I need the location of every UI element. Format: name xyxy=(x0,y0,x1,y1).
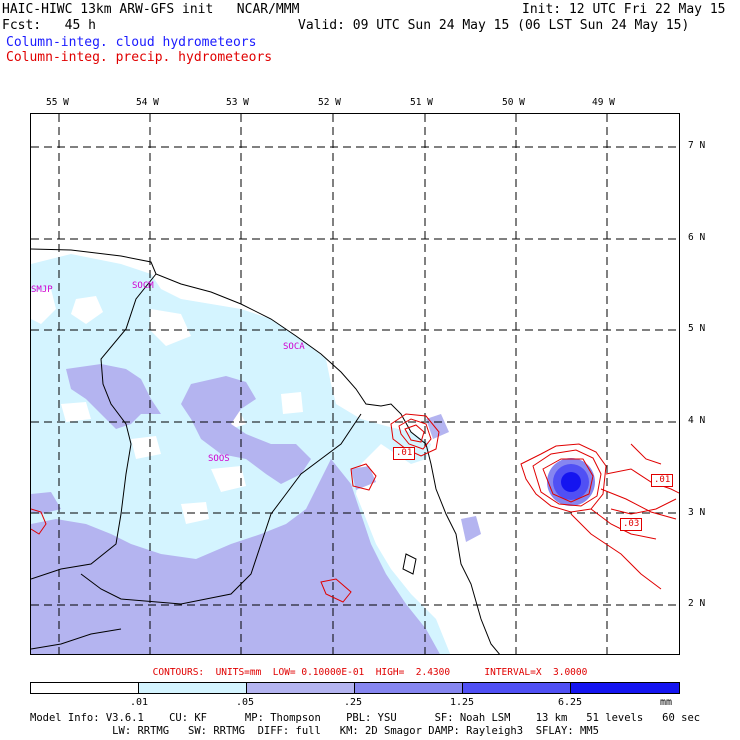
legend-precip-hydrometeors: Column-integ. precip. hydrometeors xyxy=(6,50,273,65)
border-suriname-fguiana xyxy=(31,273,157,580)
lon-label-55w: 55 W xyxy=(46,97,69,108)
lon-label-51w: 51 W xyxy=(410,97,433,108)
contour-label-1: .01 xyxy=(393,447,416,460)
scale-label-units: mm xyxy=(660,697,673,708)
init-time: Init: 12 UTC Fri 22 May 15 xyxy=(522,2,726,17)
map-panel: SMJP SOCM SOCA SOOS .01 .01 .03 xyxy=(30,113,680,655)
forecast-hour: Fcst: 45 h xyxy=(2,18,96,33)
lat-label-7n: 7 N xyxy=(688,140,706,151)
lon-label-49w: 49 W xyxy=(592,97,615,108)
contour-label-2: .01 xyxy=(651,474,674,487)
precip-core-inner xyxy=(561,472,581,492)
lat-label-6n: 6 N xyxy=(688,232,706,243)
border-fguiana-brazil xyxy=(80,413,362,605)
contour-info: CONTOURS: UNITS=mm LOW= 0.10000E-01 HIGH… xyxy=(152,667,588,678)
scale-label-4: 6.25 xyxy=(558,697,583,708)
lat-label-5n: 5 N xyxy=(688,323,706,334)
lat-label-3n: 3 N xyxy=(688,507,706,518)
scale-seg-1 xyxy=(139,683,247,693)
model-title: HAIC-HIWC 13km ARW-GFS init NCAR/MMM xyxy=(2,2,300,17)
lon-label-50w: 50 W xyxy=(502,97,525,108)
color-scale-bar xyxy=(30,682,680,694)
scale-label-2: .25 xyxy=(344,697,363,708)
station-soos: SOOS xyxy=(208,454,230,464)
coastline-borders xyxy=(31,248,500,654)
scale-seg-0 xyxy=(31,683,139,693)
scale-seg-4 xyxy=(463,683,571,693)
lat-label-2n: 2 N xyxy=(688,598,706,609)
valid-time: Valid: 09 UTC Sun 24 May 15 (06 LST Sun … xyxy=(298,18,690,33)
coastline xyxy=(31,248,500,654)
scale-label-0: .01 xyxy=(130,697,149,708)
cloud-field-medium xyxy=(66,364,161,429)
scale-seg-3 xyxy=(355,683,463,693)
scale-label-1: .05 xyxy=(236,697,255,708)
scale-label-3: 1.25 xyxy=(450,697,475,708)
lat-label-4n: 4 N xyxy=(688,415,706,426)
lon-label-52w: 52 W xyxy=(318,97,341,108)
station-smjp: SMJP xyxy=(31,285,53,295)
contour-label-3: .03 xyxy=(620,518,643,531)
lon-label-53w: 53 W xyxy=(226,97,249,108)
station-socm: SOCM xyxy=(132,281,154,291)
station-soca: SOCA xyxy=(283,342,305,352)
map-svg xyxy=(31,114,679,654)
legend-cloud-hydrometeors: Column-integ. cloud hydrometeors xyxy=(6,35,257,50)
model-info-line1: Model Info: V3.6.1 CU: KF MP: Thompson P… xyxy=(30,712,701,724)
scale-seg-5 xyxy=(571,683,679,693)
scale-seg-2 xyxy=(247,683,355,693)
model-info-line2: LW: RRTMG SW: RRTMG DIFF: full KM: 2D Sm… xyxy=(30,725,599,737)
lon-label-54w: 54 W xyxy=(136,97,159,108)
